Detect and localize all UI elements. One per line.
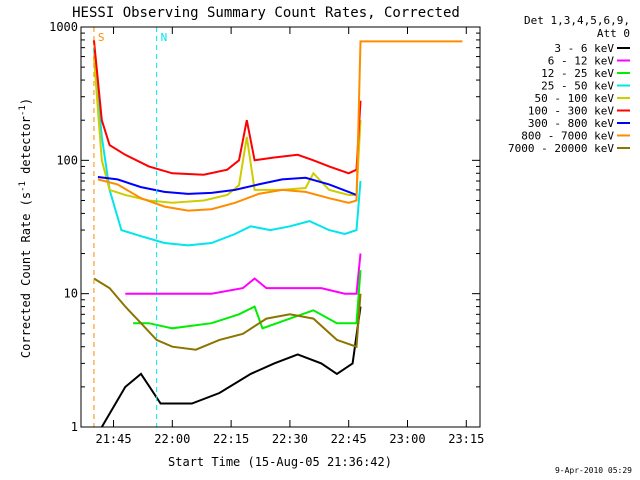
x-tick-label-0: 21:45 [95, 432, 131, 446]
legend-label-3: 25 - 50 keV [541, 80, 614, 93]
series-line-3 [92, 47, 362, 247]
plot-frame [80, 26, 481, 428]
series-line-0 [100, 306, 362, 428]
legend-label-0: 3 - 6 keV [554, 42, 614, 55]
legend-header-line2: Att 0 [597, 27, 630, 40]
chart-title: HESSI Observing Summary Count Rates, Cor… [72, 5, 460, 21]
x-tick-label-5: 23:00 [389, 432, 425, 446]
flag-label-1: N [161, 31, 168, 44]
y-axis-label: Corrected Count Rate (s-1 detector-1) [18, 98, 33, 358]
x-axis-label: Start Time (15-Aug-05 21:36:42) [168, 455, 392, 469]
axis-layer: 21:45 22:00 22:15 22:30 22:45 23:00 23:15 1 10 10… [49, 20, 484, 446]
y-axis-label-mid: detector [19, 116, 33, 181]
y-tick-label-2: 100 [56, 153, 78, 167]
x-tick-label-6: 23:15 [448, 432, 484, 446]
series-layer [92, 39, 463, 428]
x-tick-label-3: 22:30 [272, 432, 308, 446]
legend-header-line1: Det 1,3,4,5,6,9, [524, 14, 630, 27]
series-line-5 [92, 39, 362, 176]
flag-label-0: S [98, 31, 105, 44]
y-axis-label-end: ) [19, 98, 33, 105]
legend-label-1: 6 - 12 keV [548, 55, 615, 68]
series-line-4 [92, 56, 362, 204]
legend-label-5: 100 - 300 keV [528, 105, 614, 118]
series-line-2 [133, 270, 362, 330]
series-line-7 [97, 40, 463, 212]
x-tick-label-2: 22:15 [213, 432, 249, 446]
x-tick-label-4: 22:45 [331, 432, 367, 446]
legend-label-7: 800 - 7000 keV [521, 130, 614, 143]
legend-label-6: 300 - 800 keV [528, 117, 614, 130]
y-axis-label-main: Corrected Count Rate (s [19, 192, 33, 358]
series-line-6 [97, 176, 357, 196]
y-tick-label-3: 1000 [49, 20, 78, 34]
legend-label-8: 7000 - 20000 keV [508, 142, 614, 155]
series-line-1 [125, 253, 362, 295]
series-line-8 [93, 277, 362, 351]
y-axis-label-sup2: -1 [18, 105, 28, 116]
legend-label-2: 12 - 25 keV [541, 67, 614, 80]
legend-label-4: 50 - 100 keV [535, 92, 615, 105]
y-axis-label-sup1: -1 [18, 181, 28, 192]
y-tick-label-1: 10 [64, 287, 78, 301]
y-tick-label-0: 1 [71, 420, 78, 434]
timestamp: 9-Apr-2010 05:29 [555, 466, 632, 475]
x-tick-label-1: 22:00 [154, 432, 190, 446]
svg-text:Corrected Count Rate (s-1 dete: Corrected Count Rate (s-1 detector-1) [18, 98, 33, 358]
